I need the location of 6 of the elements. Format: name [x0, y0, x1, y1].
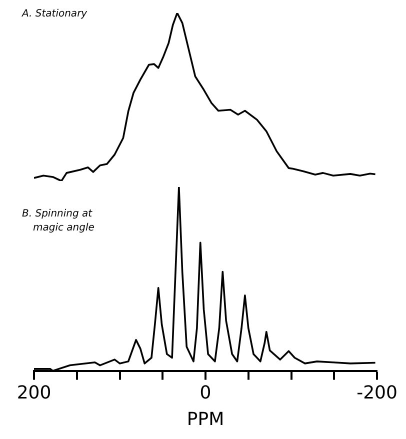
chart-title: A. Stationary	[21, 8, 88, 20]
x-tick-label: 200	[16, 382, 52, 404]
text: B. Spinning at magic angle	[22, 208, 94, 234]
x-tick-label: 0	[200, 382, 212, 404]
x-tick-label: -200	[356, 382, 398, 404]
x-axis-title: PPM	[186, 408, 224, 430]
